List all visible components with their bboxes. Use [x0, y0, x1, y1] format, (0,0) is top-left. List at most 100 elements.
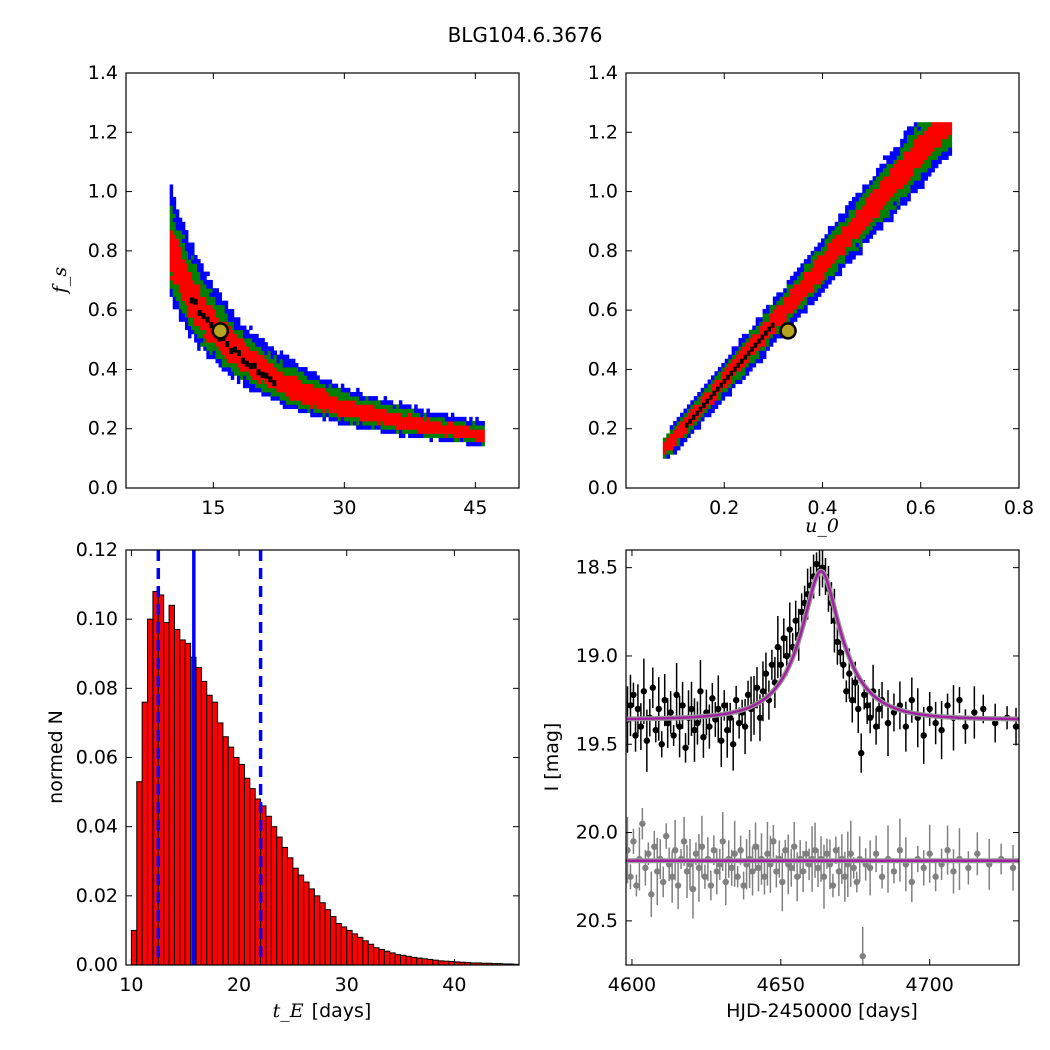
p1-cell — [368, 404, 372, 409]
p1-cell — [386, 429, 391, 434]
p1-cell — [380, 421, 385, 426]
p1-cell — [230, 358, 235, 364]
p1-cell — [331, 416, 336, 422]
p4-data-point — [682, 744, 689, 751]
p2-mode-cell — [746, 350, 751, 356]
p2-cell — [879, 163, 884, 169]
p2-cell — [910, 184, 915, 190]
p2-cell — [896, 155, 901, 160]
p1-cell — [188, 333, 192, 339]
p2-mode-cell — [688, 418, 692, 424]
p2-cell — [724, 371, 729, 376]
p4-data-point — [673, 691, 680, 699]
p1-cell — [392, 416, 397, 422]
p2-cell — [707, 404, 712, 409]
p2-xtick-label: 0.2 — [709, 497, 739, 519]
p2-cell — [906, 151, 911, 156]
p1-cell — [169, 201, 174, 206]
p2-cell — [838, 250, 843, 256]
p4-residual-point — [761, 873, 768, 880]
p4-data-point — [991, 719, 999, 727]
p1-cell — [301, 371, 305, 376]
p1-cell — [209, 304, 213, 310]
p1-mode-cell — [209, 322, 214, 329]
p1-cell — [258, 387, 262, 393]
p4-data-point — [632, 732, 639, 739]
p1-cell — [350, 400, 354, 405]
p2-cell — [848, 213, 853, 219]
p1-cell — [233, 354, 238, 360]
p1-cell — [322, 379, 326, 385]
p2-cell — [680, 421, 684, 426]
p4-data-point — [694, 719, 701, 727]
p1-cell — [279, 362, 284, 368]
p1-cell — [243, 375, 247, 380]
p1-cell — [294, 371, 299, 376]
p2-cell — [786, 279, 791, 285]
p2-cell — [821, 288, 825, 293]
p2-cell — [906, 184, 911, 190]
p1-cell — [203, 271, 207, 277]
p4-residual-point — [645, 850, 652, 857]
p4-data-point — [688, 705, 695, 713]
p1-axes-frame — [125, 72, 520, 489]
p2-cell — [841, 259, 846, 264]
p1-cell — [270, 387, 274, 393]
p1-cell — [227, 308, 232, 314]
p1-cell — [343, 400, 348, 405]
p1-cell — [188, 288, 192, 293]
p4-residual-point — [793, 873, 801, 880]
p1-cell — [169, 271, 174, 277]
p1-cell — [243, 346, 247, 351]
p1-cell — [233, 329, 238, 335]
p2-cell — [865, 205, 870, 210]
p1-cell — [282, 391, 287, 397]
p1-cell — [218, 313, 223, 318]
p2-cell — [910, 159, 915, 165]
p1-cell — [227, 325, 232, 331]
p2-cell — [934, 138, 939, 144]
p1-cell — [175, 288, 180, 293]
p4-residual-point — [841, 873, 849, 880]
p2-cell — [714, 383, 719, 389]
p1-cell — [224, 317, 229, 322]
p2-cell — [858, 242, 863, 248]
p1-cell — [405, 408, 409, 414]
p1-cell — [184, 242, 189, 248]
p2-cell — [920, 159, 925, 165]
p1-cell — [270, 383, 274, 389]
p1-cell — [236, 362, 241, 368]
p1-cell — [191, 267, 195, 273]
p1-cell — [206, 321, 210, 326]
p1-cell — [392, 425, 397, 430]
p1-cell — [383, 408, 388, 414]
p1-cell — [252, 358, 256, 364]
p2-cell — [755, 321, 760, 326]
p2-ytick-label: 1.4 — [588, 62, 618, 84]
p1-cell — [453, 433, 458, 439]
p2-cell — [920, 122, 925, 127]
p2-cell — [920, 134, 925, 140]
p2-cell — [841, 250, 846, 256]
p1-cell — [184, 234, 189, 239]
p1-cell — [426, 416, 430, 422]
p1-cell — [172, 234, 177, 239]
p1-cell — [401, 433, 406, 439]
p2-cell — [755, 329, 760, 335]
p2-cell — [707, 412, 712, 418]
p2-cell — [889, 172, 894, 177]
p1-cell — [224, 304, 229, 310]
p2-cell — [910, 188, 915, 194]
p2-cell — [793, 308, 798, 314]
p1-cell — [255, 338, 259, 343]
p2-cell — [810, 255, 815, 260]
p2-cell — [848, 217, 853, 223]
p2-cell — [896, 172, 901, 177]
p2-cell — [879, 167, 884, 173]
p2-cell — [903, 172, 908, 177]
p1-cell — [423, 425, 427, 430]
p2-cell — [834, 271, 839, 277]
p2-cell — [817, 267, 822, 273]
p1-cell — [353, 391, 357, 397]
p1-cell — [203, 275, 207, 281]
